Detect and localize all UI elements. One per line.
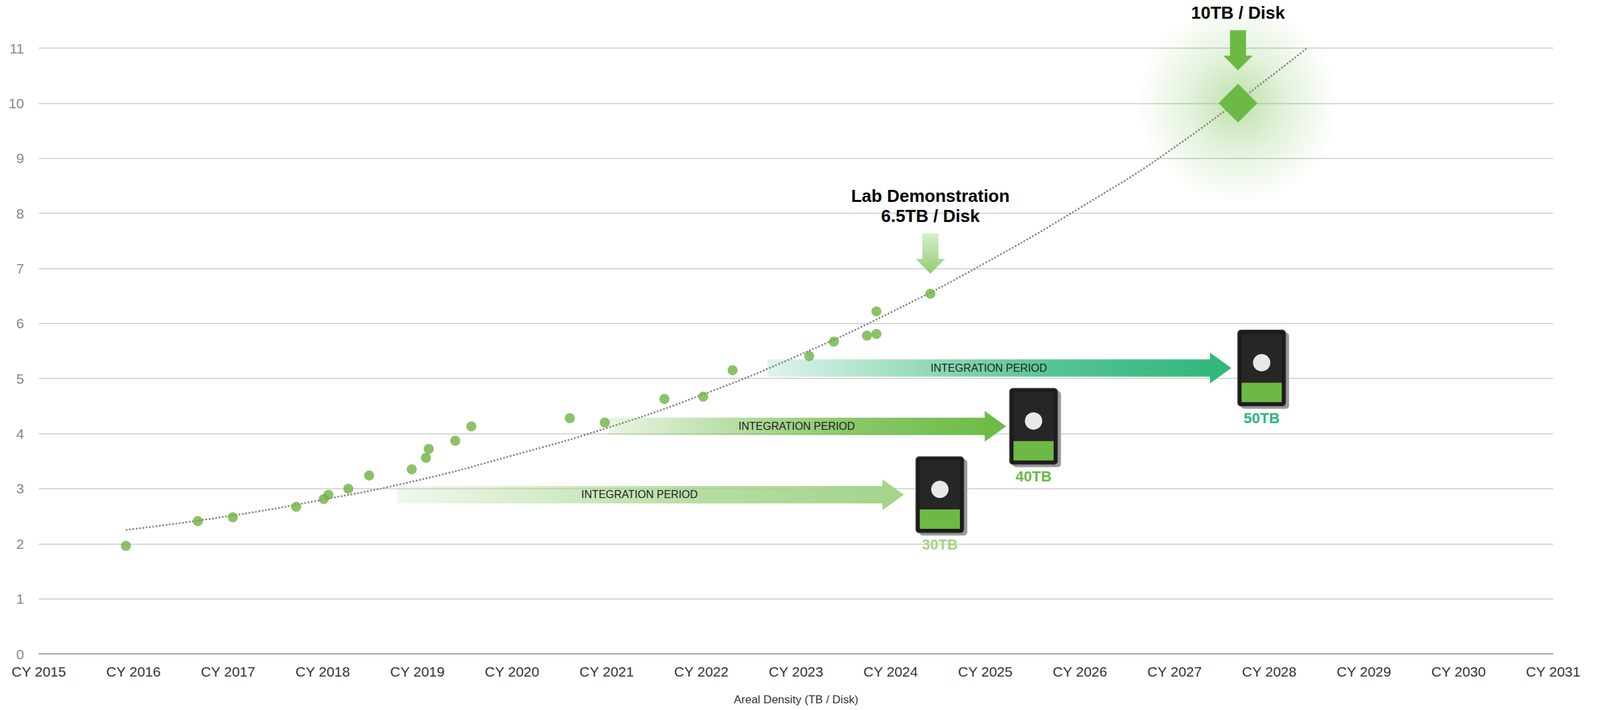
svg-text:10TB / Disk: 10TB / Disk xyxy=(1191,2,1286,23)
svg-text:CY 2021: CY 2021 xyxy=(579,664,634,680)
svg-text:7: 7 xyxy=(16,260,25,277)
svg-text:INTEGRATION PERIOD: INTEGRATION PERIOD xyxy=(930,362,1047,374)
svg-text:50TB: 50TB xyxy=(1243,410,1280,427)
svg-text:CY 2030: CY 2030 xyxy=(1431,664,1486,680)
svg-text:CY 2026: CY 2026 xyxy=(1052,664,1108,680)
svg-text:CY 2018: CY 2018 xyxy=(295,664,350,680)
svg-text:CY 2029: CY 2029 xyxy=(1336,664,1391,680)
svg-text:40TB: 40TB xyxy=(1015,468,1052,485)
svg-text:CY 2031: CY 2031 xyxy=(1525,664,1580,680)
svg-text:6.5TB / Disk: 6.5TB / Disk xyxy=(880,206,980,227)
svg-text:4: 4 xyxy=(16,426,25,442)
svg-text:CY 2025: CY 2025 xyxy=(957,664,1013,680)
svg-text:INTEGRATION PERIOD: INTEGRATION PERIOD xyxy=(581,488,698,501)
svg-text:5: 5 xyxy=(16,371,25,387)
svg-text:Areal Density (TB / Disk): Areal Density (TB / Disk) xyxy=(733,693,859,707)
svg-text:CY 2024: CY 2024 xyxy=(863,664,919,680)
svg-text:CY 2027: CY 2027 xyxy=(1147,664,1202,680)
svg-text:CY 2015: CY 2015 xyxy=(11,664,66,680)
svg-text:6: 6 xyxy=(16,315,25,332)
svg-text:2: 2 xyxy=(16,536,25,552)
svg-text:30TB: 30TB xyxy=(921,536,958,554)
svg-text:CY 2020: CY 2020 xyxy=(484,664,540,680)
svg-text:CY 2028: CY 2028 xyxy=(1242,664,1297,680)
svg-text:CY 2017: CY 2017 xyxy=(200,664,255,680)
svg-text:Lab Demonstration: Lab Demonstration xyxy=(850,185,1010,207)
svg-text:9: 9 xyxy=(16,150,25,166)
svg-text:0: 0 xyxy=(16,646,25,663)
svg-text:10: 10 xyxy=(8,95,25,112)
svg-text:11: 11 xyxy=(9,40,25,57)
svg-text:3: 3 xyxy=(16,480,25,497)
svg-text:8: 8 xyxy=(16,206,25,222)
svg-text:CY 2022: CY 2022 xyxy=(674,664,729,680)
svg-text:CY 2019: CY 2019 xyxy=(389,664,445,680)
svg-text:CY 2016: CY 2016 xyxy=(106,664,161,680)
svg-text:1: 1 xyxy=(16,591,25,607)
svg-text:INTEGRATION PERIOD: INTEGRATION PERIOD xyxy=(738,420,855,433)
svg-text:CY 2023: CY 2023 xyxy=(768,664,823,680)
